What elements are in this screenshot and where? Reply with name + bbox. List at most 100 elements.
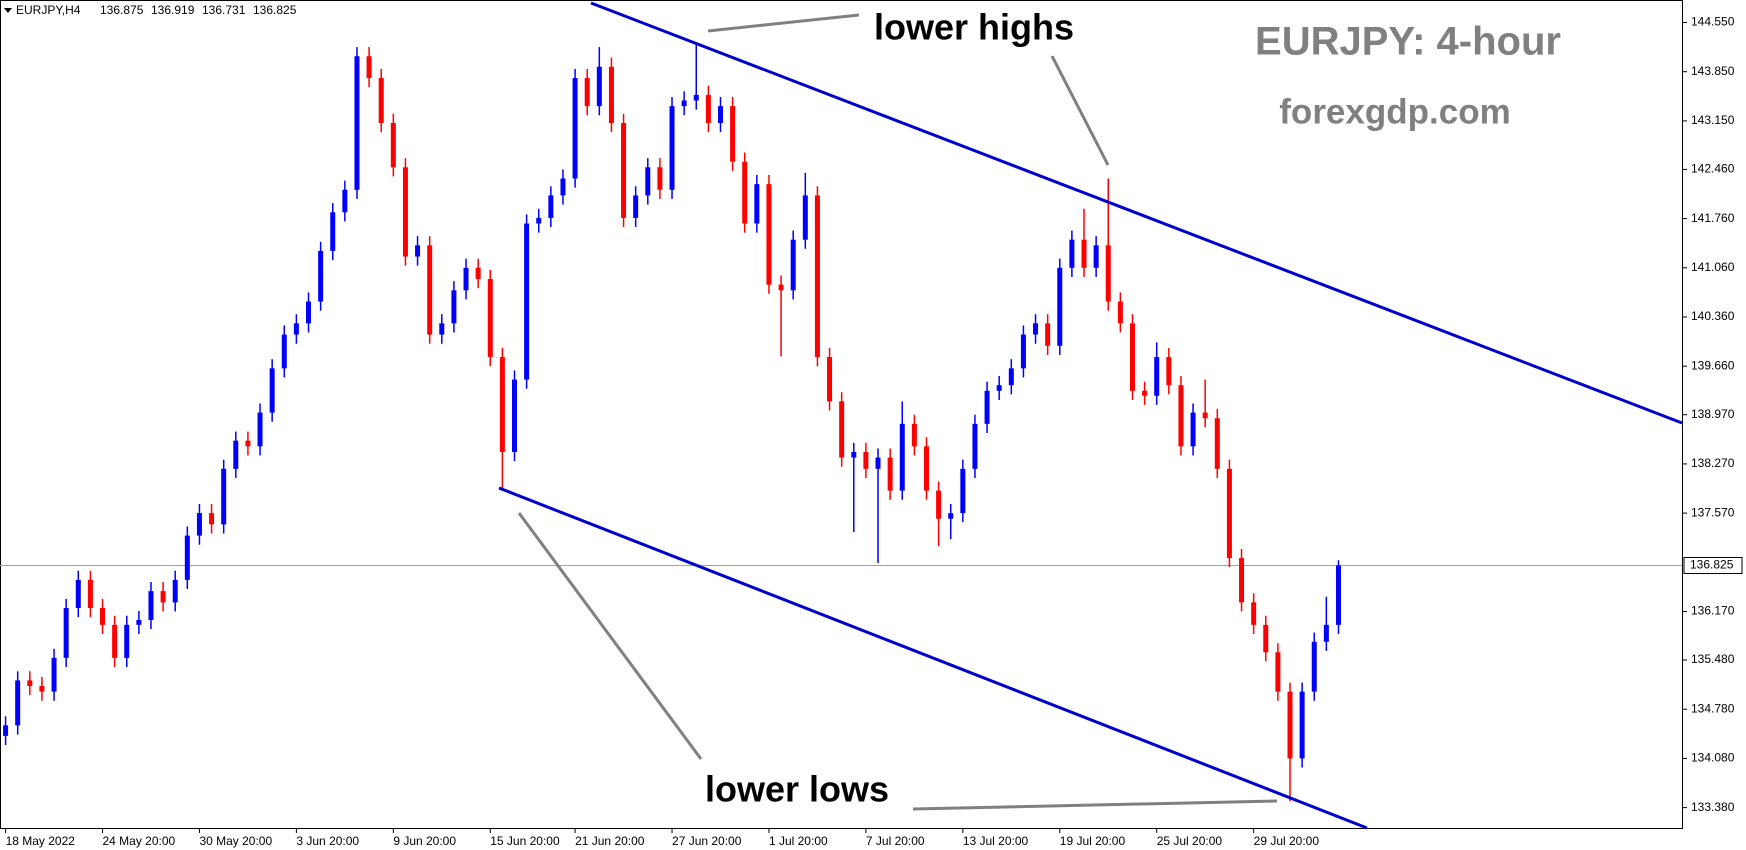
candle-body bbox=[814, 195, 820, 358]
candle-body bbox=[584, 78, 590, 107]
candle-body bbox=[39, 686, 45, 692]
candle-body bbox=[705, 94, 711, 124]
candle-body bbox=[475, 267, 481, 280]
candle-body bbox=[487, 279, 493, 358]
candle-body bbox=[1117, 301, 1123, 324]
candle-body bbox=[112, 624, 118, 658]
candle-body bbox=[366, 56, 372, 79]
candle-body bbox=[439, 323, 445, 335]
candle-body bbox=[136, 619, 142, 625]
candle-body bbox=[911, 423, 917, 447]
candle-body bbox=[766, 184, 772, 285]
candle-body bbox=[1057, 267, 1063, 346]
candle-body bbox=[1287, 691, 1293, 759]
x-tick-label: 1 Jul 20:00 bbox=[769, 834, 828, 848]
x-tick-label: 21 Jun 20:00 bbox=[575, 834, 645, 848]
candle-body bbox=[160, 591, 166, 603]
candle-body bbox=[657, 167, 663, 190]
candle-body bbox=[1178, 385, 1184, 447]
candle-body bbox=[402, 167, 408, 257]
pointer-line bbox=[912, 799, 1278, 811]
candle-body bbox=[1081, 239, 1087, 268]
chart-title: EURJPY: 4-hour bbox=[1255, 20, 1561, 64]
candle-body bbox=[693, 94, 699, 101]
candle-body bbox=[318, 250, 324, 302]
candle-body bbox=[1190, 412, 1196, 447]
candle-body bbox=[1142, 390, 1148, 396]
candle-body bbox=[802, 195, 808, 240]
x-tick-label: 3 Jun 20:00 bbox=[296, 834, 359, 848]
x-tick-label: 18 May 2022 bbox=[6, 834, 76, 848]
candle-body bbox=[1263, 624, 1269, 653]
candle-body bbox=[754, 184, 760, 224]
candle-body bbox=[15, 680, 21, 726]
candle-body bbox=[51, 657, 57, 692]
candle-body bbox=[415, 245, 421, 257]
candle-body bbox=[63, 607, 69, 658]
pointer-line bbox=[1050, 55, 1110, 166]
y-tick-label: 136.170 bbox=[1691, 604, 1735, 618]
marks bbox=[0, 42, 1682, 802]
y-tick-label: 140.360 bbox=[1691, 309, 1735, 323]
candle-body bbox=[524, 223, 530, 380]
candle-body bbox=[306, 301, 312, 324]
candle-body bbox=[1275, 652, 1281, 692]
y-tick-label: 134.080 bbox=[1691, 751, 1735, 765]
candle-body bbox=[536, 217, 542, 224]
candle-body bbox=[1311, 641, 1317, 692]
candle-body bbox=[608, 66, 614, 124]
header-value: 136.825 bbox=[253, 3, 297, 17]
y-tick-label: 138.270 bbox=[1691, 456, 1735, 470]
x-tick-label: 9 Jun 20:00 bbox=[393, 834, 456, 848]
candle-body bbox=[378, 78, 384, 124]
x-tick-label: 25 Jul 20:00 bbox=[1157, 834, 1223, 848]
header-value: 136.875 bbox=[100, 3, 144, 17]
symbol-label: EURJPY,H4 bbox=[16, 3, 81, 17]
candle-body bbox=[596, 66, 602, 107]
candle-body bbox=[887, 457, 893, 491]
candle-body bbox=[463, 267, 469, 291]
candle-body bbox=[172, 579, 178, 603]
candle-body bbox=[1239, 558, 1245, 603]
menu-arrow bbox=[4, 8, 12, 13]
candle-body bbox=[923, 446, 929, 491]
candle-body bbox=[427, 245, 433, 335]
candle-body bbox=[233, 440, 239, 469]
price-tag bbox=[1683, 556, 1743, 574]
candle-body bbox=[1020, 334, 1026, 369]
candle-body bbox=[1214, 418, 1220, 469]
y-tick-label: 144.550 bbox=[1691, 15, 1735, 29]
candle-body bbox=[1105, 245, 1111, 302]
candle-body bbox=[209, 513, 215, 525]
candle-body bbox=[851, 451, 857, 458]
candle-body bbox=[1226, 468, 1232, 559]
candle-body bbox=[948, 513, 954, 519]
price-tag-label: 136.825 bbox=[1690, 558, 1734, 572]
candle-body bbox=[269, 368, 275, 413]
candle-body bbox=[996, 385, 1002, 391]
x-tick-label: 27 Jun 20:00 bbox=[672, 834, 742, 848]
y-tick-label: 135.480 bbox=[1691, 652, 1735, 666]
candle-body bbox=[1299, 691, 1305, 759]
candle-body bbox=[281, 334, 287, 369]
candle-body bbox=[960, 468, 966, 514]
candle-body bbox=[499, 357, 505, 452]
x-tick-label: 7 Jul 20:00 bbox=[866, 834, 925, 848]
candle-body bbox=[1129, 323, 1135, 391]
candle-body bbox=[245, 440, 251, 447]
candle-body bbox=[1251, 602, 1257, 625]
candle-body bbox=[1093, 245, 1099, 268]
candle-body bbox=[511, 379, 517, 452]
candle-body bbox=[936, 490, 942, 519]
candle-body bbox=[875, 457, 881, 469]
candle-body bbox=[1008, 368, 1014, 386]
annotation: lower lows bbox=[705, 769, 889, 810]
candle-body bbox=[669, 106, 675, 190]
y-tick-label: 134.780 bbox=[1691, 701, 1735, 715]
pointer-line bbox=[707, 13, 860, 33]
candle-body bbox=[560, 178, 566, 196]
candle-body bbox=[257, 412, 263, 447]
x-tick-label: 30 May 20:00 bbox=[199, 834, 272, 848]
x-tick-label: 15 Jun 20:00 bbox=[490, 834, 560, 848]
